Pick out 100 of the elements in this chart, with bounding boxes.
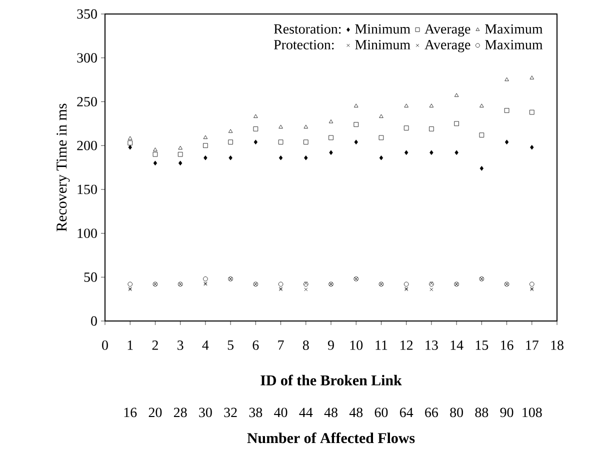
x-tick-label: 7 (278, 340, 284, 350)
point (304, 288, 308, 292)
legend-label: Minimum (355, 24, 410, 34)
point (328, 135, 334, 140)
text: 108 (522, 408, 542, 418)
point (504, 108, 510, 113)
point (253, 126, 258, 132)
point (530, 76, 534, 80)
point (378, 135, 384, 140)
point (328, 119, 334, 124)
point (404, 104, 408, 108)
legend-label: Maximum (485, 40, 543, 50)
point (153, 160, 158, 166)
point (429, 126, 434, 132)
x-tick-label: 11 (376, 340, 388, 350)
point (204, 155, 208, 160)
x-tick-label: 9 (328, 340, 334, 350)
point (354, 122, 359, 127)
legend-label: Average (424, 40, 470, 52)
point (379, 114, 384, 118)
point (530, 144, 534, 150)
point (254, 114, 258, 118)
text: 30 (199, 408, 212, 418)
x-tick-label: 4 (202, 340, 209, 350)
point (178, 160, 182, 166)
point (480, 104, 484, 108)
text: 88 (475, 408, 488, 418)
annotation: Restoration: (274, 24, 341, 34)
x-axis-title: ID of the Broken Link (260, 374, 402, 386)
point (152, 152, 158, 157)
x-tick-label: 8 (302, 340, 309, 350)
x-tick-label: 13 (426, 340, 438, 350)
point (429, 104, 434, 108)
text: 60 (374, 408, 388, 418)
point (128, 136, 132, 140)
y-tick-label: 200 (77, 140, 97, 150)
point (278, 282, 284, 287)
legend-label: Maximum (485, 24, 543, 34)
text: 32 (224, 408, 237, 418)
x-tick-label: 6 (252, 340, 259, 350)
x-tick-label: 15 (476, 340, 488, 350)
text: 66 (425, 408, 438, 418)
point (128, 140, 133, 146)
point (354, 104, 358, 108)
text: 38 (249, 408, 262, 418)
y-tick-label: 50 (84, 272, 97, 282)
point (454, 93, 459, 97)
point (504, 77, 509, 82)
point (203, 276, 208, 282)
point (530, 110, 534, 115)
legend-label: Minimum (355, 40, 410, 50)
point (480, 166, 484, 171)
point (430, 288, 434, 292)
point (278, 140, 284, 144)
point (153, 148, 158, 152)
text: 20 (148, 408, 162, 418)
point (228, 129, 233, 133)
point (128, 144, 132, 150)
point (304, 140, 308, 144)
point (479, 132, 484, 138)
y-tick-label: 150 (78, 184, 97, 194)
y-tick-label: 350 (77, 9, 97, 19)
point (203, 143, 208, 148)
point (454, 121, 459, 126)
x-tick-label: 14 (450, 340, 464, 350)
point (278, 124, 283, 128)
point (304, 124, 308, 128)
legend-label: Average (424, 24, 470, 37)
x-tick-label: 12 (400, 340, 413, 350)
text: 48 (324, 408, 338, 418)
x-tick-label: 3 (178, 340, 184, 350)
text: Number of Affected Flows (247, 432, 415, 444)
point (128, 282, 133, 287)
text: 16 (124, 408, 137, 418)
x-tick-label: 5 (228, 340, 234, 350)
point (454, 150, 458, 155)
x-tick-label: 2 (152, 340, 158, 350)
x-tick-label: 10 (350, 340, 363, 350)
text: 80 (450, 408, 463, 418)
point (504, 140, 509, 144)
point (354, 140, 358, 144)
x-tick-label: 1 (128, 340, 133, 350)
point (404, 150, 408, 155)
text: 44 (299, 408, 313, 417)
x-tick-label: 0 (102, 340, 108, 350)
text: 40 (274, 408, 288, 418)
point (278, 155, 283, 160)
y-tick-label: 0 (91, 316, 97, 326)
annotation: Protection: (274, 40, 334, 50)
text: 64 (400, 408, 414, 418)
point (178, 152, 183, 157)
y-tick-label: 300 (77, 53, 97, 63)
x-tick-label: 17 (526, 340, 538, 350)
y-tick-label: 100 (78, 228, 97, 238)
y-axis-title: Recovery Time in ms (56, 104, 70, 232)
point (228, 155, 232, 160)
point (430, 150, 434, 155)
text: 90 (500, 408, 514, 418)
point (404, 282, 409, 287)
text: 48 (349, 408, 363, 418)
